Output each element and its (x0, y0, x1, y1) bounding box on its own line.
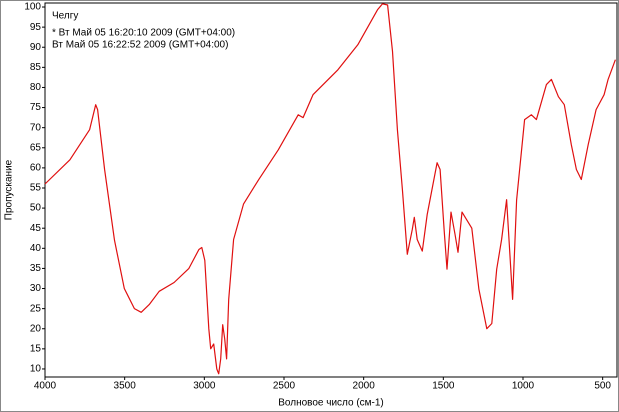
x-tick-label: 3000 (193, 381, 216, 392)
x-tick-label: 3500 (114, 381, 137, 392)
y-tick-label: 20 (30, 323, 42, 334)
x-tick-label: 2500 (273, 381, 296, 392)
legend-entry: Вт Май 05 16:22:52 2009 (GMT+04:00) (52, 40, 228, 51)
legend-title: Челгу (52, 11, 78, 22)
y-tick-label: 55 (30, 183, 42, 194)
x-tick-label: 1000 (512, 381, 535, 392)
y-tick-label: 75 (30, 102, 42, 113)
y-tick-label: 40 (30, 243, 42, 254)
y-axis-title: Пропускание (4, 159, 15, 220)
x-tick-label: 1500 (432, 381, 455, 392)
y-tick-label: 85 (30, 62, 42, 73)
y-tick-label: 10 (30, 364, 42, 375)
x-tick-label: 4000 (34, 381, 57, 392)
plot-area (44, 2, 618, 378)
x-tick-label: 2000 (353, 381, 376, 392)
y-tick-label: 80 (30, 82, 42, 93)
x-tick-label: 500 (594, 381, 611, 392)
y-tick-label: 50 (30, 203, 42, 214)
legend-entry: * Вт Май 05 16:20:10 2009 (GMT+04:00) (52, 28, 235, 39)
y-tick-label: 100 (24, 2, 41, 13)
y-tick-label: 95 (30, 22, 42, 33)
y-tick-label: 65 (30, 142, 42, 153)
y-tick-label: 30 (30, 283, 42, 294)
y-tick-label: 45 (30, 223, 42, 234)
x-axis-title: Волновое число (см-1) (278, 398, 384, 409)
y-tick-label: 90 (30, 42, 42, 53)
y-tick-label: 15 (30, 343, 42, 354)
y-tick-label: 60 (30, 163, 42, 174)
y-tick-label: 35 (30, 263, 42, 274)
spectrum-line (44, 3, 616, 375)
y-tick-label: 70 (30, 122, 42, 133)
y-tick-label: 25 (30, 303, 42, 314)
